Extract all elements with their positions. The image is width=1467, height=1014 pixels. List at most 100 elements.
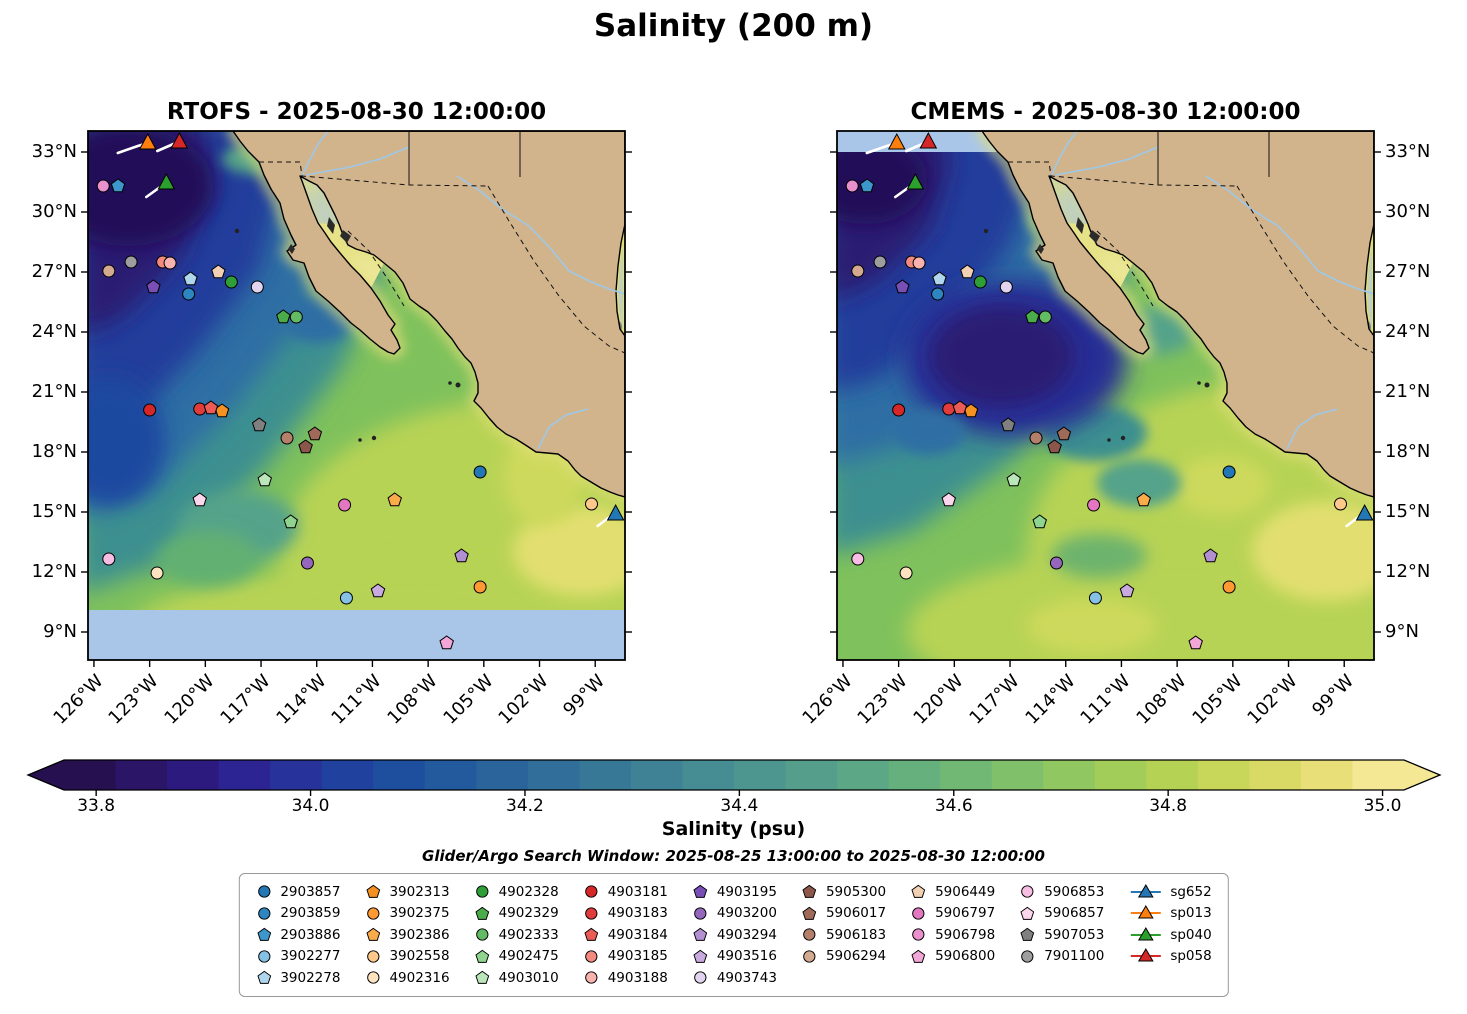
legend-label: 4902316 — [389, 969, 450, 986]
legend-label: 5905300 — [825, 883, 887, 900]
river — [1050, 131, 1078, 177]
legend-entry-5906798: 5906798 — [910, 924, 995, 946]
legend-label: 3902313 — [389, 883, 450, 900]
political-border — [1236, 185, 1374, 354]
legend-label: 5906800 — [935, 948, 996, 965]
legend-entry-5906449: 5906449 — [910, 881, 995, 903]
legend-entry-sp040: sp040 — [1128, 924, 1212, 946]
pentagon-legend-marker — [693, 885, 708, 899]
map-cmems — [830, 130, 1381, 667]
lon-tick-label: 102°W — [1243, 670, 1302, 729]
lon-tick-label: 117°W — [965, 670, 1024, 729]
float-marker-4902475 — [283, 514, 298, 529]
pentagon-legend-marker — [366, 928, 380, 942]
legend-label: 5906857 — [1044, 905, 1105, 922]
circle-legend-marker — [257, 885, 270, 898]
glider-marker-sp058 — [170, 131, 189, 149]
island — [234, 228, 240, 234]
legend-entry-5905300: 5905300 — [801, 881, 886, 903]
glider-marker-sp013 — [887, 132, 906, 150]
float-marker-5906853 — [102, 552, 116, 566]
float-marker-5906183 — [280, 431, 294, 445]
legend-entry-3902375: 3902375 — [364, 903, 450, 925]
legend-label: 5906797 — [935, 905, 996, 922]
float-marker-2903859 — [931, 287, 945, 301]
lon-tick-label: 108°W — [1132, 670, 1191, 729]
float-marker-5906017 — [307, 426, 323, 441]
legend-label: 4902328 — [498, 883, 559, 900]
legend-label: sp013 — [1170, 905, 1212, 922]
glider-legend-marker — [1130, 926, 1161, 941]
float-marker-4903743 — [250, 280, 264, 294]
pentagon-legend-marker — [366, 885, 380, 899]
legend-label: 4903010 — [498, 969, 559, 986]
circle-legend-marker — [585, 885, 598, 898]
island — [1107, 438, 1111, 442]
colorbar-label: Salinity (psu) — [661, 818, 806, 840]
political-border — [347, 230, 405, 307]
lon-tick-label: 111°W — [327, 670, 386, 729]
island — [983, 228, 989, 234]
legend-label: 4903200 — [716, 905, 777, 922]
float-marker-4903516 — [1119, 583, 1135, 598]
circle-legend-marker — [1021, 950, 1034, 963]
panel-title-rtofs: RTOFS - 2025-08-30 12:00:00 — [166, 99, 547, 125]
float-marker-4902329 — [1025, 309, 1040, 324]
colorbar-tick-label: 34.8 — [1149, 796, 1188, 816]
pentagon-legend-marker — [1020, 906, 1035, 920]
legend-label: sp040 — [1170, 926, 1212, 943]
lat-tick-label: 21°N — [31, 381, 77, 402]
legend-entry-4903516: 4903516 — [692, 946, 777, 968]
lon-tick-label: 117°W — [216, 670, 275, 729]
colorbar-tick-label: 34.0 — [291, 796, 330, 816]
glider-legend-marker — [1130, 883, 1161, 898]
glider-legend-marker — [1130, 905, 1161, 919]
legend-label: sp058 — [1170, 948, 1212, 965]
circle-legend-marker — [257, 907, 270, 920]
float-marker-4903010 — [257, 472, 272, 487]
island — [1120, 435, 1126, 441]
float-marker-5906800 — [1188, 635, 1203, 650]
lat-tick-label: 18°N — [31, 441, 77, 462]
lon-tick-label: 126°W — [798, 670, 857, 729]
float-marker-4903010 — [1006, 472, 1021, 487]
legend-entry-4903200: 4903200 — [692, 903, 777, 925]
legend-entry-4903185: 4903185 — [583, 946, 668, 968]
legend-entry-5906294: 5906294 — [801, 946, 886, 968]
salinity-field — [88, 131, 625, 660]
lon-tick-label: 102°W — [494, 670, 553, 729]
lat-tick-label: 27°N — [1385, 261, 1431, 282]
pentagon-legend-marker — [475, 906, 489, 920]
river — [1286, 408, 1338, 450]
salinity-field — [837, 131, 1374, 660]
legend-entry-5906797: 5906797 — [910, 903, 995, 925]
legend-entry-sp013: sp013 — [1128, 903, 1212, 925]
legend-entry-4902328: 4902328 — [474, 881, 559, 903]
political-border — [1096, 230, 1154, 307]
lat-tick-label: 21°N — [1385, 381, 1431, 402]
float-marker-3902558 — [1334, 497, 1348, 511]
circle-legend-marker — [585, 971, 598, 984]
lon-tick-label: 123°W — [104, 670, 164, 729]
float-marker-4902329 — [276, 309, 291, 324]
float-marker-7901100 — [124, 255, 138, 269]
legend-label: 3902386 — [389, 926, 450, 943]
lat-tick-label: 12°N — [31, 561, 77, 582]
float-marker-3902375 — [1222, 580, 1236, 594]
map-panel-cmems: 33°N 30°N 27°N 24°N 21°N 18°N 15°N 12°N 9°N 126°W… — [798, 130, 1430, 729]
pentagon-legend-marker — [475, 949, 489, 963]
legend-label: 5906183 — [825, 926, 887, 943]
legend-label: 3902375 — [389, 905, 450, 922]
map-panel-rtofs: 33°N 30°N 27°N 24°N 21°N 18°N 15°N 12°N 9°N 126°W… — [32, 130, 632, 729]
glider-marker-sg652 — [606, 503, 625, 521]
glider-marker-sp013 — [138, 132, 157, 150]
float-marker-4903181 — [143, 403, 157, 417]
political-border — [487, 185, 625, 354]
circle-legend-marker — [694, 907, 707, 920]
legend-entry-5906800: 5906800 — [910, 946, 995, 968]
legend-box: 2903857 2903859 2903886 3902277 3902278 39023… — [238, 873, 1229, 997]
float-marker-3902278 — [183, 271, 198, 286]
island — [1204, 382, 1210, 388]
glider-legend-marker — [1130, 948, 1161, 962]
float-marker-5906853 — [851, 552, 865, 566]
